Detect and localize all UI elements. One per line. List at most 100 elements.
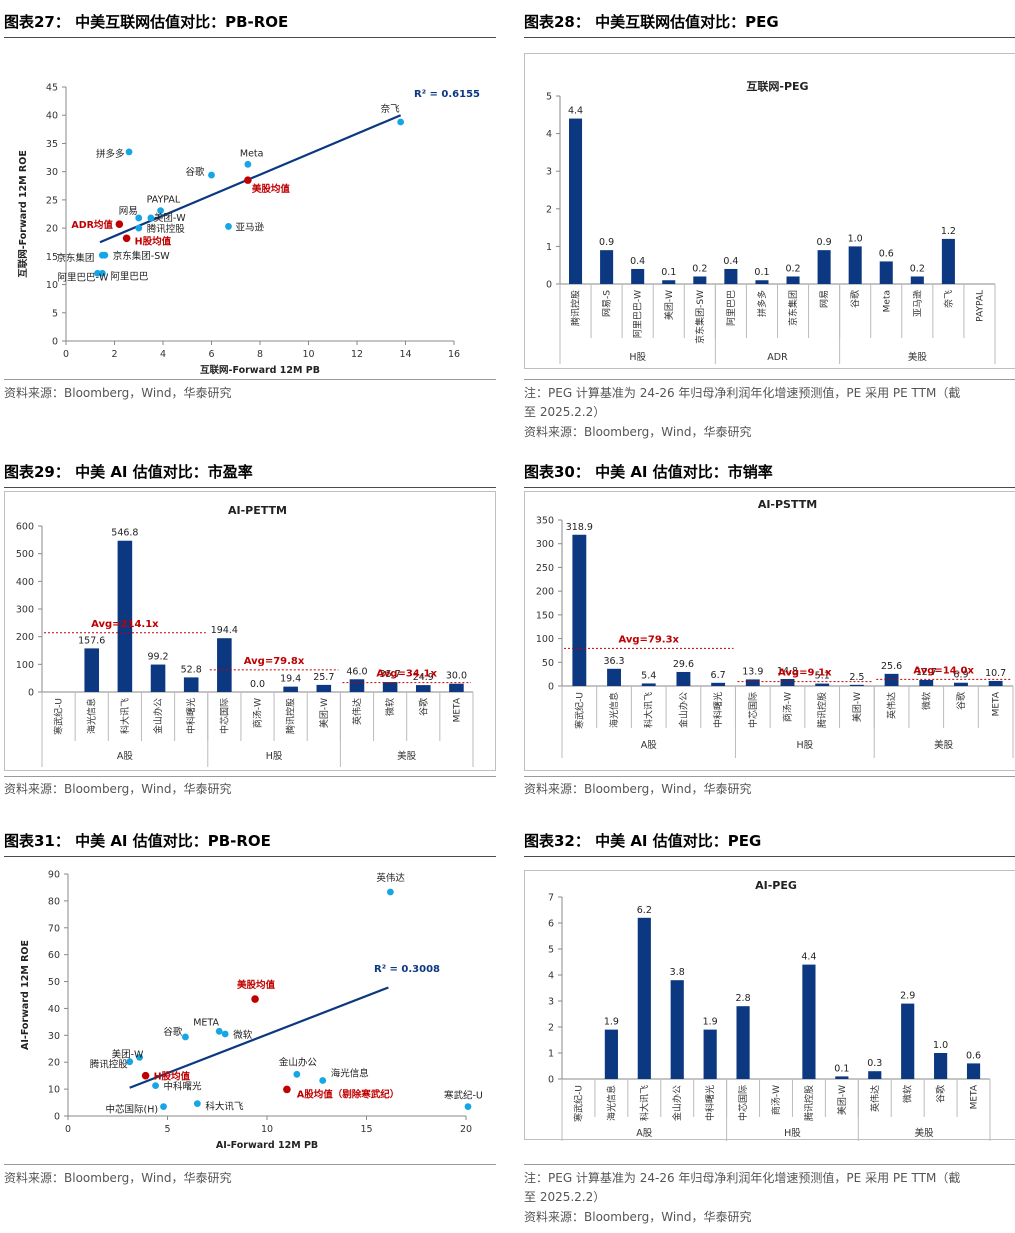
- data-label: 318.9: [566, 522, 593, 533]
- category-label: 英伟达: [351, 698, 363, 725]
- chart-frame: 互联网-PEG 0 1 2 3 4 5 腾讯控股 网易-S 阿里巴巴-W 美团-W 京东集团-SW 阿里…: [524, 53, 1015, 369]
- data-label: 29.6: [673, 659, 694, 670]
- separator: [4, 1164, 496, 1165]
- category-label: 中科曙光: [185, 698, 197, 734]
- data-label: 6.9: [953, 670, 968, 681]
- point-label: 奈飞: [381, 103, 401, 115]
- bar: [988, 680, 1003, 686]
- note-line-1: 注：PEG 计算基准为 24-26 年归母净利润年化增速预测值，PE 采用 PE…: [524, 386, 961, 400]
- trend-line: [129, 986, 389, 1089]
- y-tick-label: 500: [16, 549, 34, 560]
- y-tick-label: 15: [46, 252, 58, 263]
- bar: [745, 679, 760, 686]
- data-label: 1.0: [848, 233, 863, 244]
- y-tick-label: 10: [46, 280, 58, 291]
- x-tick-label: 20: [460, 1124, 472, 1135]
- x-tick-label: 12: [351, 349, 363, 360]
- point-label: 美团-W: [112, 1048, 144, 1060]
- point-label: 海光信息: [331, 1068, 369, 1080]
- data-point: [126, 1058, 134, 1066]
- data-point: [193, 1100, 201, 1108]
- bar: [724, 268, 738, 284]
- bar: [802, 964, 816, 1079]
- panel-28: 图表28： 中美互联网估值对比：PEG 互联网-PEG 0 1 2 3 4 5 腾讯控股 网易-…: [524, 13, 1015, 443]
- bar: [316, 684, 332, 692]
- point-label: 美股均值: [251, 183, 291, 195]
- data-label: 25.6: [881, 661, 902, 672]
- panel-title: 图表30： 中美 AI 估值对比：市销率: [524, 463, 1015, 488]
- panel-29: 图表29： 中美 AI 估值对比：市盈率 AI-PETTM 0 100 200 300 4…: [4, 463, 496, 803]
- point-label: 拼多多: [96, 148, 125, 160]
- y-tick-label: 100: [536, 634, 554, 645]
- category-label: 美团-W: [318, 698, 330, 728]
- data-point: [115, 220, 124, 228]
- group-label: ADR: [767, 352, 788, 363]
- bar: [662, 280, 676, 284]
- x-tick-label: 16: [448, 349, 460, 360]
- data-label: 5.1: [815, 671, 830, 682]
- data-point: [397, 118, 405, 126]
- data-point: [160, 1103, 167, 1110]
- bar: [815, 683, 830, 686]
- bar: [884, 673, 899, 686]
- data-label: 30.0: [446, 671, 467, 682]
- peg-internet-chart: 互联网-PEG 0 1 2 3 4 5 腾讯控股 网易-S 阿里巴巴-W 美团-W 京东集团-SW 阿里…: [546, 79, 996, 364]
- category-label: 阿里巴巴-W: [633, 290, 644, 338]
- group-label: 美股: [934, 739, 954, 751]
- bar: [817, 250, 831, 284]
- panel-title: 图表29： 中美 AI 估值对比：市盈率: [4, 463, 496, 488]
- y-tick-label: 5: [548, 945, 554, 956]
- y-axis-label: 互联网-Forward 12M ROE: [17, 150, 29, 278]
- point-label: A股均值（剔除寒武纪）: [297, 1088, 399, 1100]
- bar: [670, 980, 684, 1079]
- category-label: Meta: [882, 290, 892, 312]
- group-label: 美股: [908, 351, 928, 363]
- bar: [631, 268, 645, 284]
- data-label: 0.9: [599, 237, 614, 248]
- category-label: META: [992, 691, 1002, 716]
- group-label: 美股: [397, 750, 417, 762]
- point-label: 阿里巴巴: [110, 271, 148, 282]
- point-label: META: [193, 1017, 219, 1028]
- point-label: 网易: [119, 206, 138, 217]
- x-tick-label: 8: [257, 349, 263, 360]
- data-label: 6.7: [711, 670, 726, 681]
- data-label: 13.9: [742, 666, 763, 677]
- category-label: 谷歌: [849, 290, 861, 308]
- category-label: 中芯国际: [747, 692, 759, 728]
- category-label: 腾讯控股: [816, 692, 828, 728]
- bar: [572, 534, 587, 686]
- data-label: 0.2: [785, 263, 800, 274]
- pb-roe-ai-chart: 0 10 20 30 40 50 60 70 80 90 0 5 10 15 20 AI-Forward 12…: [20, 870, 483, 1152]
- point-label: 阿里巴巴-W: [58, 272, 109, 283]
- note-line-2: 至 2025.2.2）: [524, 405, 606, 419]
- data-label: 5.4: [641, 670, 656, 681]
- y-tick-label: 0: [546, 280, 552, 291]
- x-tick-label: 10: [261, 1124, 273, 1135]
- point-label: 腾讯控股: [147, 223, 186, 235]
- category-label: 拼多多: [756, 290, 768, 317]
- bar: [848, 246, 862, 284]
- y-tick-label: 20: [46, 224, 58, 235]
- panel-27: 图表27： 中美互联网估值对比：PB-ROE 0 5 10 15 20 25 30 35 40 4…: [4, 13, 496, 403]
- category-label: 网易-S: [602, 290, 613, 317]
- category-label: 海光信息: [608, 692, 620, 728]
- data-point: [244, 160, 252, 168]
- bar: [604, 1029, 618, 1079]
- separator: [524, 379, 1015, 380]
- point-label: PAYPAL: [147, 195, 181, 206]
- panel-title: 图表28： 中美互联网估值对比：PEG: [524, 13, 1015, 38]
- bar: [941, 238, 955, 284]
- bar: [84, 648, 100, 692]
- x-tick-label: 10: [302, 349, 314, 360]
- point-label: 京东集团: [56, 252, 94, 264]
- point-label: 谷歌: [163, 1026, 183, 1038]
- bar: [607, 668, 621, 686]
- category-label: 英伟达: [886, 692, 898, 719]
- bar: [382, 682, 398, 692]
- y-tick-label: 0: [54, 1112, 60, 1123]
- data-label: 35.7: [380, 669, 401, 680]
- source-note: 资料来源：Bloomberg，Wind，华泰研究: [524, 425, 752, 439]
- data-label: 25.7: [313, 672, 334, 683]
- point-label: 美股均值: [236, 979, 276, 991]
